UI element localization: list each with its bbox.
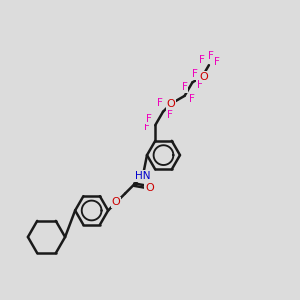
Text: O: O [200, 72, 208, 82]
Text: F: F [197, 80, 203, 90]
Text: HN: HN [135, 171, 151, 181]
Text: F: F [157, 98, 163, 108]
Text: F: F [167, 110, 172, 120]
Text: O: O [167, 99, 176, 109]
Text: F: F [144, 122, 150, 132]
Text: O: O [112, 197, 121, 207]
Text: F: F [146, 114, 152, 124]
Text: F: F [182, 82, 188, 92]
Text: O: O [145, 183, 154, 193]
Text: F: F [190, 94, 195, 104]
Text: F: F [214, 57, 220, 67]
Text: F: F [208, 51, 214, 61]
Text: F: F [193, 69, 198, 79]
Text: F: F [199, 55, 205, 65]
